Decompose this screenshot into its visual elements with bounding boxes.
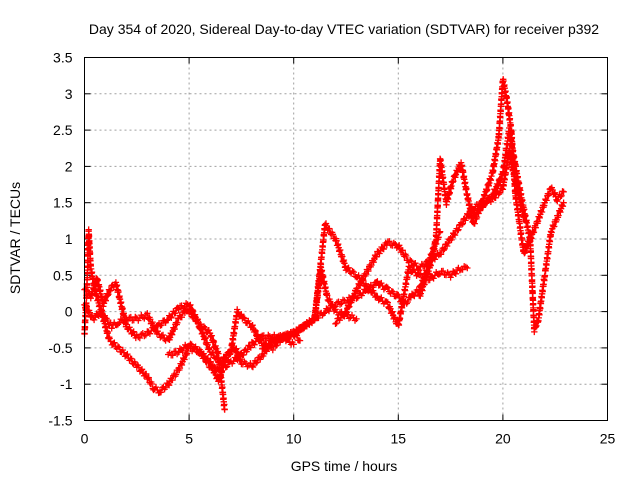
series-trace-9 xyxy=(468,124,567,336)
y-tick-label: -0.5 xyxy=(48,340,72,356)
y-tick-label: 2 xyxy=(65,158,73,174)
x-tick-label: 10 xyxy=(286,431,302,447)
y-tick-label: -1 xyxy=(60,376,73,392)
y-tick-label: 2.5 xyxy=(53,122,73,138)
x-tick-labels: 0 5 10 15 20 25 xyxy=(81,431,616,447)
x-tick-label: 25 xyxy=(600,431,616,447)
y-axis-title: SDTVAR / TECUs xyxy=(7,182,23,294)
plot-frame xyxy=(84,57,608,421)
y-tick-label: 1 xyxy=(65,231,73,247)
series-trace-6 xyxy=(311,220,471,329)
chart-title: Day 354 of 2020, Sidereal Day-to-day VTE… xyxy=(89,21,599,37)
y-tick-labels: -1.5 -1 -0.5 0 0.5 1 1.5 2 2.5 3 3.5 xyxy=(48,50,72,429)
x-tick-label: 5 xyxy=(185,431,193,447)
x-tick-label: 15 xyxy=(391,431,407,447)
x-tick-label: 0 xyxy=(81,431,89,447)
data-points xyxy=(81,76,567,413)
data-point-markers xyxy=(311,220,471,329)
data-point-markers xyxy=(468,124,567,336)
y-tick-label: 1.5 xyxy=(53,195,73,211)
y-tick-label: 0 xyxy=(65,304,73,320)
y-tick-label: 0.5 xyxy=(53,267,73,283)
x-tick-label: 20 xyxy=(495,431,511,447)
y-tick-label: 3 xyxy=(65,86,73,102)
y-tick-label: 3.5 xyxy=(53,50,73,66)
y-tick-label: -1.5 xyxy=(48,413,72,429)
x-axis-title: GPS time / hours xyxy=(291,458,398,474)
